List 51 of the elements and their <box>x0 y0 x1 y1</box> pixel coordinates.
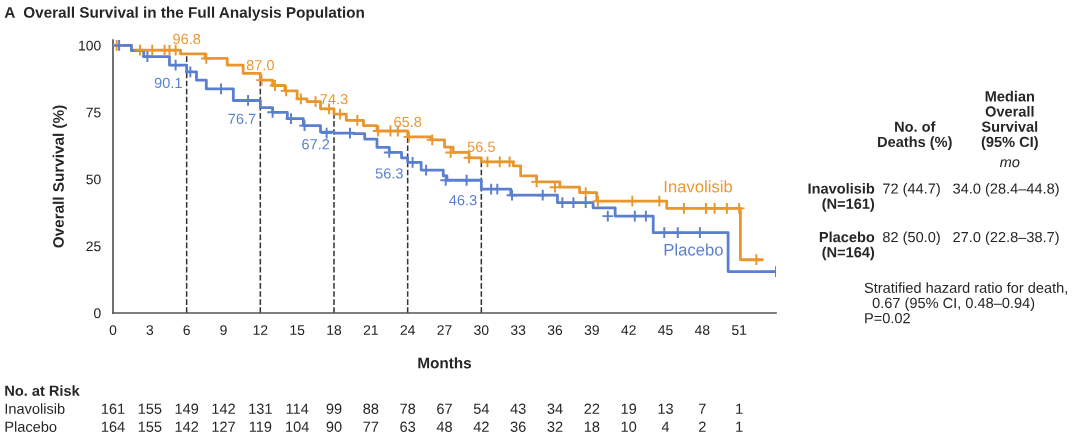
text: Stratified hazard ratio for death, 0.67 (95% CI, 0.48–0.94) P=0.02 <box>864 282 1067 324</box>
x-tick-label: 39 <box>584 325 599 336</box>
annotation: 87.0 <box>246 59 274 71</box>
text: Inavolisib 161 155 149 142 131 114 99 88 78 67 54 43 34 22 19 13 7 1 <box>5 403 743 414</box>
annotation: 65.8 <box>394 116 422 128</box>
annotation: 76.7 <box>228 113 256 124</box>
x-tick-label: 0 <box>109 325 117 336</box>
annotation: 46.3 <box>449 195 477 206</box>
x-tick-label: 33 <box>510 325 526 336</box>
text: Inavolisib (N=161) <box>808 183 875 212</box>
series-label: Inavolisib <box>664 180 733 193</box>
text: Placebo 164 155 142 127 119 104 90 77 63 48 42 36 32 18 10 4 2 1 <box>5 421 743 432</box>
text: No. of Deaths (%) <box>878 121 952 150</box>
annotation: 67.2 <box>302 139 330 150</box>
x-tick-label: 27 <box>437 325 452 335</box>
chart-title: A Overall Survival in the Full Analysis Population <box>4 6 364 21</box>
x-tick-label: 36 <box>547 325 563 336</box>
x-tick-label: 12 <box>253 325 268 335</box>
text: 34.0 (28.4–44.8) <box>953 183 1059 197</box>
y-tick-label: 75 <box>86 107 101 118</box>
text: Placebo (N=164) <box>819 231 875 261</box>
text: Median Overall Survival (95% CI) <box>981 90 1038 150</box>
x-tick-label: 9 <box>220 325 227 336</box>
y-tick-label: 100 <box>79 40 101 51</box>
annotation: 74.3 <box>320 93 348 105</box>
x-tick-label: 51 <box>732 325 747 336</box>
x-tick-label: 24 <box>400 325 415 335</box>
x-tick-label: 48 <box>694 325 710 336</box>
y-axis-title: Overall Survival (%) <box>52 105 67 248</box>
x-tick-label: 6 <box>183 325 190 336</box>
x-tick-label: 42 <box>621 325 636 335</box>
annotation: 90.1 <box>154 77 182 89</box>
text: 27.0 (22.8–38.7) <box>953 231 1059 246</box>
annotation: 56.5 <box>467 141 495 152</box>
x-axis-title: Months <box>418 357 472 369</box>
text: 82 (50.0) <box>882 231 940 246</box>
annotation: 56.3 <box>375 168 403 179</box>
y-tick-label: 25 <box>86 241 101 252</box>
series-label: Placebo <box>664 243 723 256</box>
x-tick-label: 18 <box>327 325 342 336</box>
y-tick-label: 50 <box>86 174 101 185</box>
x-tick-label: 30 <box>474 325 489 336</box>
x-tick-label: 3 <box>146 325 154 336</box>
x-tick-label: 21 <box>363 325 378 335</box>
text: 72 (44.7) <box>883 183 940 197</box>
annotation: 96.8 <box>173 33 201 45</box>
text: No. at Risk <box>5 385 80 396</box>
x-tick-label: 15 <box>290 325 305 336</box>
text: mo <box>999 159 1020 168</box>
y-tick-label: 0 <box>94 308 101 319</box>
x-tick-label: 45 <box>658 325 673 336</box>
